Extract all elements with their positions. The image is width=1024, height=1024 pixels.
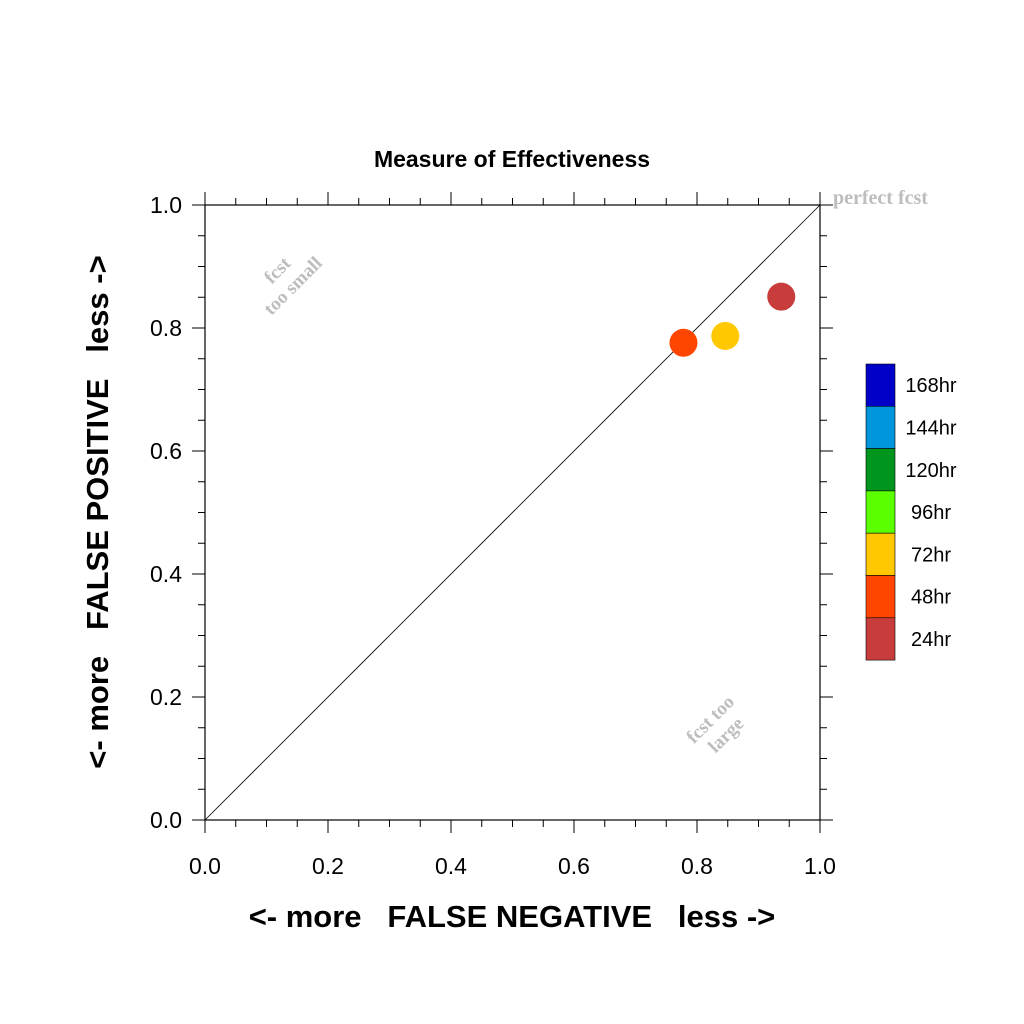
y-tick-labels: 0.0 0.2 0.4 0.6 0.8 1.0 — [150, 192, 182, 833]
legend-swatch-168hr — [865, 363, 896, 407]
legend-swatch-24hr — [865, 617, 896, 661]
y-tick-label: 1.0 — [150, 192, 182, 218]
annotation-fcst-too-small: fcst too small — [260, 253, 327, 320]
data-points — [669, 282, 796, 357]
x-tick-label: 0.8 — [681, 853, 713, 879]
legend-swatch-144hr — [865, 405, 896, 449]
y-tick-label: 0.6 — [150, 438, 182, 464]
axis-ticks — [192, 192, 833, 833]
x-tick-label: 0.4 — [435, 853, 467, 879]
legend-label-72hr: 72hr — [911, 544, 951, 566]
point-24hr — [767, 282, 796, 311]
y-axis-label: <- more FALSE POSITIVE less -> — [80, 255, 115, 768]
legend-label-24hr: 24hr — [911, 629, 951, 651]
annotation-fcst-too-large: fcst too large — [683, 692, 749, 758]
x-tick-label: 0.2 — [312, 853, 344, 879]
x-tick-label: 0.0 — [189, 853, 221, 879]
y-tick-label: 0.8 — [150, 315, 182, 341]
chart-title: Measure of Effectiveness — [374, 146, 650, 172]
legend-swatch-72hr — [865, 532, 896, 576]
plot-area: 0.0 0.2 0.4 0.6 0.8 1.0 0.0 0.2 0.4 0.6 0.8 1.0 — [150, 192, 836, 879]
x-tick-labels: 0.0 0.2 0.4 0.6 0.8 1.0 — [189, 853, 836, 879]
x-tick-label: 0.6 — [558, 853, 590, 879]
y-tick-label: 0.0 — [150, 807, 182, 833]
x-axis-label: <- more FALSE NEGATIVE less -> — [249, 899, 776, 934]
legend-label-48hr: 48hr — [911, 587, 951, 609]
perfect-forecast-line — [204, 204, 821, 821]
legend-swatch-120hr — [865, 448, 896, 492]
legend-label-96hr: 96hr — [911, 502, 951, 524]
legend-label-168hr: 168hr — [905, 375, 956, 397]
y-tick-label: 0.2 — [150, 684, 182, 710]
x-tick-label: 1.0 — [804, 853, 836, 879]
point-72hr — [711, 321, 740, 350]
annotation-perfect-fcst: perfect fcst — [833, 187, 928, 209]
legend-swatch-96hr — [865, 490, 896, 534]
legend-label-120hr: 120hr — [905, 460, 956, 482]
legend-label-144hr: 144hr — [905, 417, 956, 439]
legend: 168hr 144hr 120hr 96hr 72hr 48hr 24hr — [865, 363, 957, 661]
y-tick-label: 0.4 — [150, 561, 182, 587]
legend-swatch-48hr — [865, 575, 896, 619]
point-48hr — [669, 328, 698, 357]
